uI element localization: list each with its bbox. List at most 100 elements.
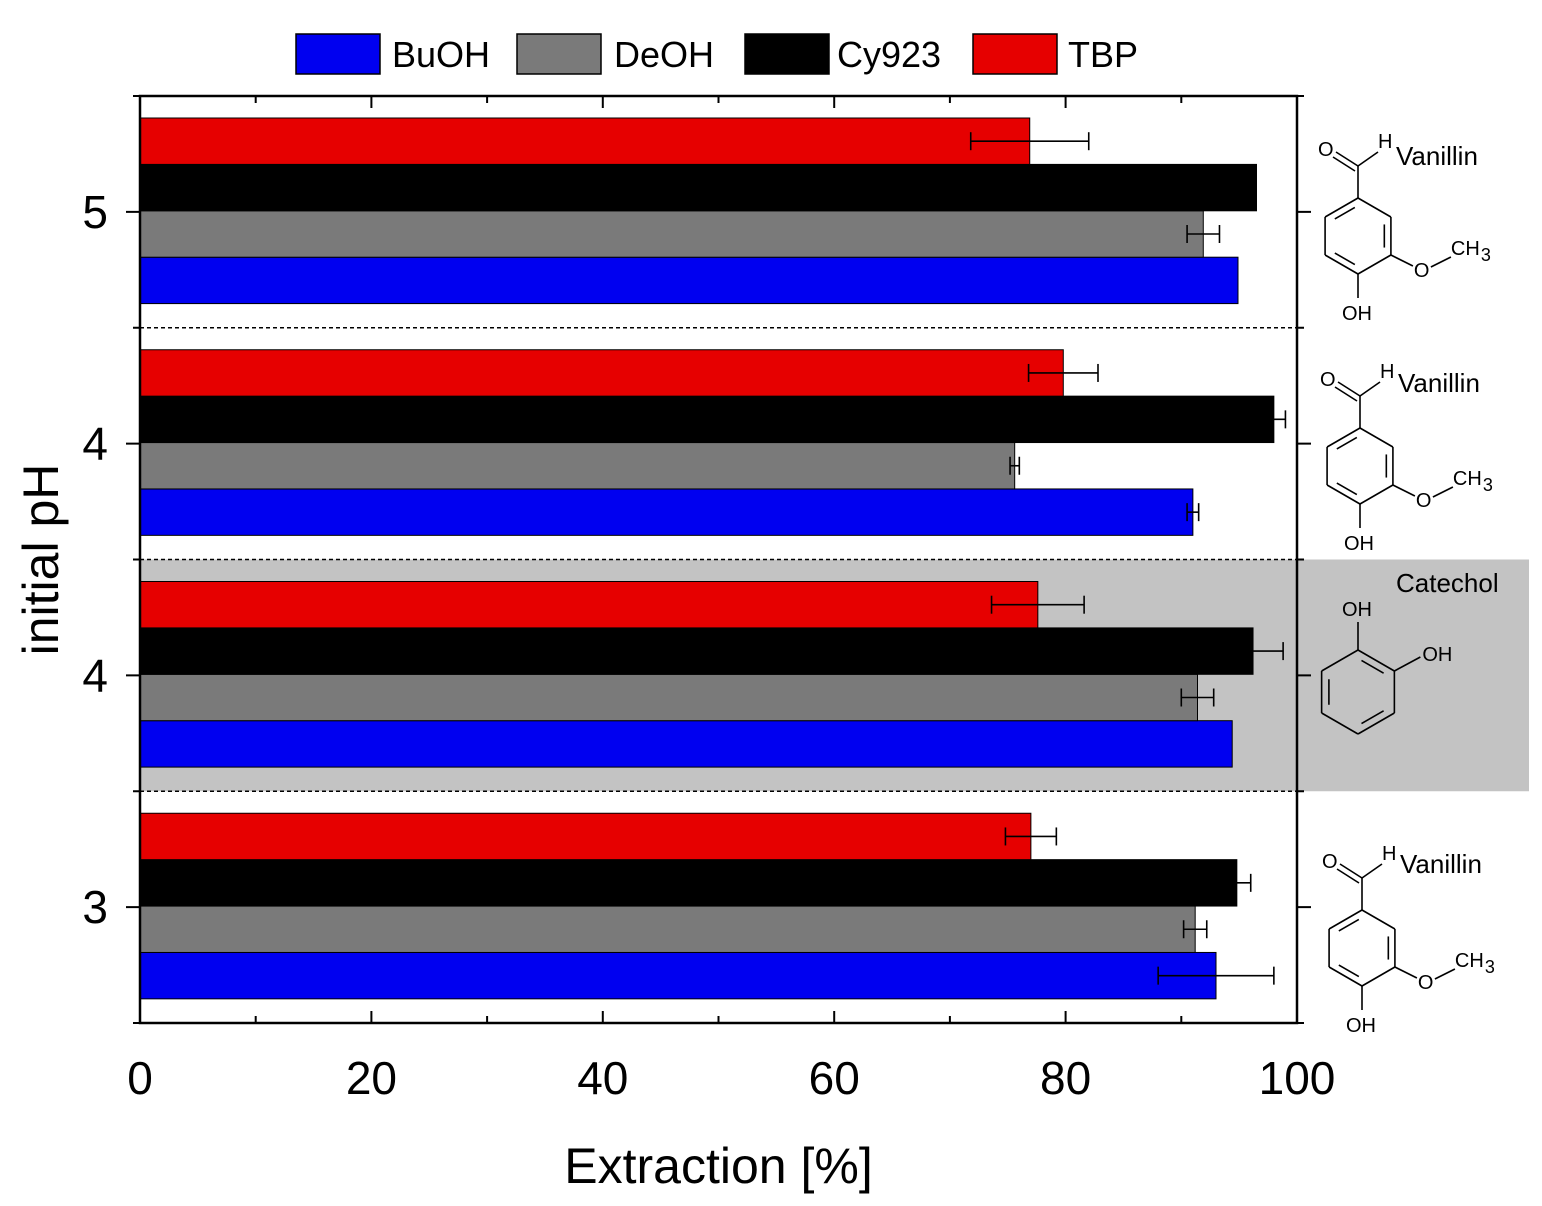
bond <box>1321 712 1359 735</box>
atom-label-subscript: 3 <box>1481 245 1491 265</box>
bar-cy923-group-0 <box>139 859 1238 907</box>
bond <box>1357 254 1392 275</box>
bond <box>1326 427 1361 448</box>
axes: 0 20 40 60 80 100 3 4 4 5 Extraction [%] initial pH <box>13 94 1335 1194</box>
double-bond <box>1336 482 1358 496</box>
legend-label-cy923: Cy923 <box>837 34 941 75</box>
bar-buoh-group-3 <box>139 256 1239 305</box>
bond <box>1432 486 1454 498</box>
atom-label: OH <box>1346 1015 1376 1037</box>
bond <box>1359 427 1394 448</box>
bar-buoh-group-1 <box>139 720 1233 768</box>
x-tick-label: 0 <box>127 1052 153 1104</box>
bond <box>1394 966 1418 979</box>
bond <box>1337 381 1361 397</box>
bond <box>1393 656 1421 672</box>
atom-label: O <box>1320 369 1336 391</box>
bond <box>1335 151 1359 167</box>
bar-tbp-group-1 <box>139 581 1039 629</box>
double-bond <box>1334 252 1356 266</box>
atom-label: OH <box>1342 303 1372 325</box>
bond <box>1326 484 1361 505</box>
atom-label: O <box>1318 139 1334 161</box>
atom-label: OH <box>1422 644 1452 666</box>
y-tick-label: 4 <box>82 418 108 470</box>
atom-label-subscript: 3 <box>1483 475 1493 495</box>
atom-label: CH <box>1453 468 1482 490</box>
bar-tbp-group-0 <box>139 812 1032 861</box>
legend-label-buoh: BuOH <box>392 34 490 75</box>
bar-tbp-group-3 <box>139 117 1031 165</box>
bond <box>1339 863 1363 879</box>
y-tick-label: 3 <box>82 881 108 933</box>
bar-cy923-group-3 <box>139 163 1258 212</box>
atom-label: H <box>1380 361 1394 383</box>
compound-name: Vanillin <box>1398 368 1480 398</box>
bar-cy923-group-2 <box>139 395 1275 444</box>
legend-swatch-tbp <box>972 33 1058 75</box>
double-bond <box>1336 868 1360 884</box>
bar-buoh-group-0 <box>139 951 1217 1000</box>
structure-catechol-group-1: Catechol OH OH <box>1320 568 1499 735</box>
bar-cy923-group-1 <box>139 627 1254 675</box>
atom-label: O <box>1414 260 1430 282</box>
atom-label: H <box>1382 843 1396 865</box>
bond <box>1361 966 1396 987</box>
bond <box>1361 909 1396 930</box>
atom-label: H <box>1378 131 1392 153</box>
compound-name: Catechol <box>1396 568 1499 598</box>
bond <box>1324 197 1359 218</box>
atom-label: O <box>1416 490 1432 512</box>
bond <box>1321 649 1359 672</box>
y-tick-label: 5 <box>82 186 108 238</box>
legend-swatch-cy923 <box>744 33 830 75</box>
bond <box>1328 909 1363 930</box>
legend-swatch-buoh <box>295 33 381 75</box>
bar-deoh-group-0 <box>139 905 1196 953</box>
atom-label: OH <box>1344 533 1374 555</box>
double-bond <box>1336 436 1358 450</box>
error-bars <box>969 132 1287 985</box>
atom-label-subscript: 3 <box>1485 957 1495 977</box>
double-bond <box>1338 964 1360 978</box>
bond <box>1392 484 1416 497</box>
bond <box>1357 712 1395 735</box>
compound-name: Vanillin <box>1400 849 1482 879</box>
compound-name: Vanillin <box>1396 141 1478 171</box>
bar-buoh-group-2 <box>139 488 1194 536</box>
legend-label-deoh: DeOH <box>614 34 714 75</box>
double-bond <box>1338 918 1360 932</box>
y-tick-label: 4 <box>82 649 108 701</box>
legend-label-tbp: TBP <box>1068 34 1138 75</box>
atom-label: O <box>1322 851 1338 873</box>
legend: BuOH DeOH Cy923 TBP <box>295 33 1138 75</box>
x-tick-label: 80 <box>1040 1052 1091 1104</box>
bond <box>1357 197 1392 218</box>
double-bond <box>1332 156 1356 172</box>
atom-label: CH <box>1451 238 1480 260</box>
double-bond <box>1334 386 1358 402</box>
x-tick-label: 60 <box>809 1052 860 1104</box>
bar-tbp-group-2 <box>139 349 1064 397</box>
x-axis-title: Extraction [%] <box>564 1138 872 1194</box>
bond <box>1390 254 1414 267</box>
y-axis-title: initial pH <box>13 464 69 656</box>
bars <box>139 117 1275 1000</box>
bond <box>1430 256 1452 268</box>
bond <box>1357 151 1379 167</box>
bar-deoh-group-1 <box>139 673 1198 722</box>
bond <box>1357 649 1395 672</box>
x-tick-label: 40 <box>577 1052 628 1104</box>
bond <box>1359 484 1394 505</box>
bar-deoh-group-3 <box>139 210 1204 258</box>
bond <box>1328 966 1363 987</box>
double-bond <box>1361 659 1385 674</box>
legend-swatch-deoh <box>516 33 602 75</box>
double-bond <box>1334 206 1356 220</box>
bond <box>1434 968 1456 980</box>
